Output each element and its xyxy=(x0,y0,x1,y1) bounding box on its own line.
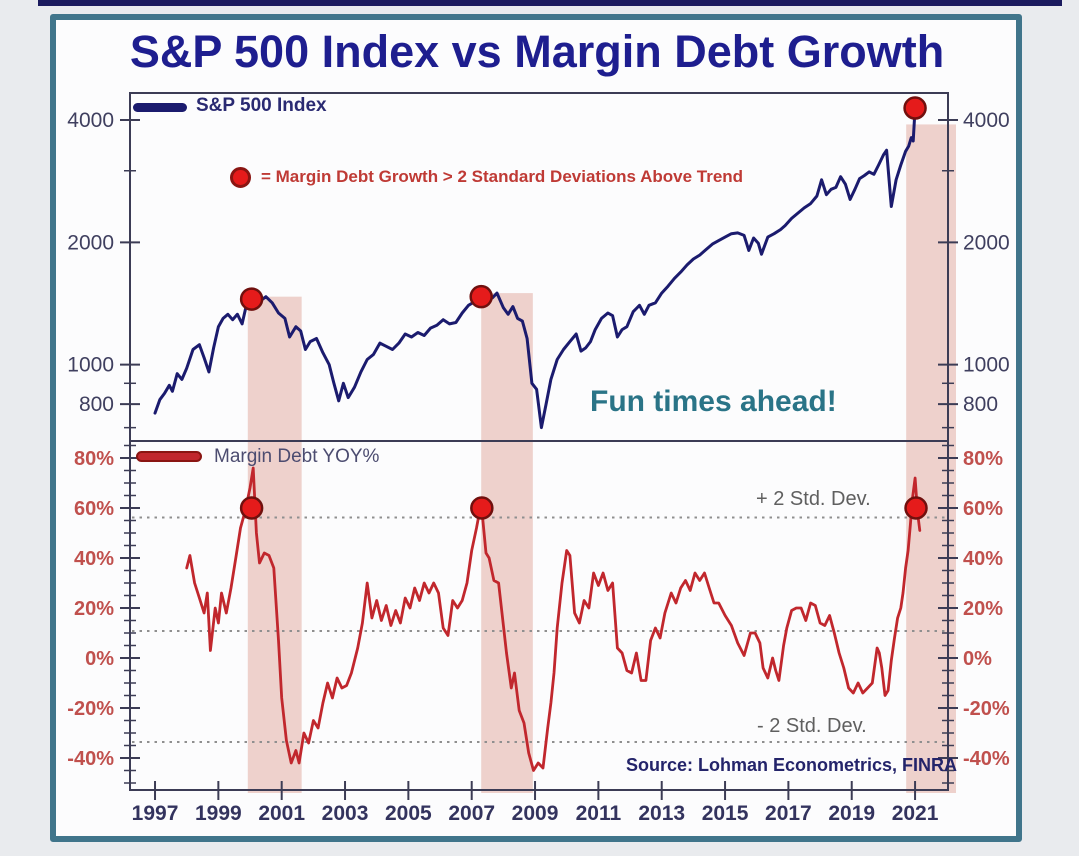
svg-text:60%: 60% xyxy=(74,498,114,520)
chart-title: S&P 500 Index vs Margin Debt Growth xyxy=(129,26,945,77)
svg-text:-40%: -40% xyxy=(67,748,114,770)
excess-margin-dot xyxy=(904,496,928,520)
svg-text:40%: 40% xyxy=(74,548,114,570)
svg-text:20%: 20% xyxy=(74,598,114,620)
svg-text:2021: 2021 xyxy=(892,802,939,825)
svg-text:800: 800 xyxy=(79,393,114,416)
margin-debt-legend-swatch-icon xyxy=(136,451,202,462)
annotation-fun-times: Fun times ahead! xyxy=(590,385,837,418)
plus-2-std-dev-label: + 2 Std. Dev. xyxy=(756,488,871,510)
svg-text:0%: 0% xyxy=(85,648,114,670)
svg-text:1999: 1999 xyxy=(195,802,242,825)
excess-margin-dot xyxy=(470,496,494,520)
excess-margin-dot xyxy=(239,287,264,311)
svg-text:1997: 1997 xyxy=(132,802,179,825)
svg-text:80%: 80% xyxy=(74,448,114,470)
svg-text:4000: 4000 xyxy=(67,109,114,132)
source-label: Source: Lohman Econometrics, FINRA xyxy=(626,755,958,775)
margin-dot-legend-icon xyxy=(230,167,251,188)
svg-text:2001: 2001 xyxy=(258,802,305,825)
svg-text:-20%: -20% xyxy=(67,698,114,720)
margin-dot-legend-label: = Margin Debt Growth > 2 Standard Deviat… xyxy=(261,167,744,186)
sp500-legend-swatch-icon xyxy=(133,103,187,112)
top-navy-strip xyxy=(38,0,1062,6)
margin-debt-legend-label: Margin Debt YOY% xyxy=(214,446,380,467)
sp500-legend-label: S&P 500 Index xyxy=(196,95,327,116)
excess-margin-band xyxy=(247,296,302,793)
svg-text:20%: 20% xyxy=(963,598,1003,620)
excess-margin-band xyxy=(481,293,533,793)
svg-text:2003: 2003 xyxy=(322,802,369,825)
svg-text:1000: 1000 xyxy=(963,354,1010,377)
excess-margin-dot xyxy=(239,496,264,520)
chart-card-frame xyxy=(50,14,1022,842)
svg-text:-20%: -20% xyxy=(963,698,1010,720)
svg-text:2017: 2017 xyxy=(765,802,812,825)
svg-text:1000: 1000 xyxy=(67,354,114,377)
svg-text:2000: 2000 xyxy=(963,231,1010,254)
svg-text:2015: 2015 xyxy=(702,802,749,825)
svg-text:40%: 40% xyxy=(963,548,1003,570)
svg-text:2000: 2000 xyxy=(67,231,114,254)
minus-2-std-dev-label: - 2 Std. Dev. xyxy=(757,715,867,737)
sp500-line xyxy=(153,106,917,430)
excess-margin-dot xyxy=(903,96,927,120)
svg-text:0%: 0% xyxy=(963,648,992,670)
svg-text:-40%: -40% xyxy=(963,748,1010,770)
svg-text:2013: 2013 xyxy=(638,802,685,825)
svg-text:800: 800 xyxy=(963,393,998,416)
svg-text:60%: 60% xyxy=(963,498,1003,520)
svg-text:2019: 2019 xyxy=(828,802,875,825)
svg-text:2009: 2009 xyxy=(512,802,559,825)
margin-debt-line xyxy=(185,466,922,772)
svg-text:2011: 2011 xyxy=(576,802,622,825)
excess-margin-dot xyxy=(469,284,493,309)
svg-text:4000: 4000 xyxy=(963,109,1010,132)
svg-text:2007: 2007 xyxy=(448,802,495,825)
svg-text:2005: 2005 xyxy=(385,802,432,825)
svg-text:80%: 80% xyxy=(963,448,1003,470)
